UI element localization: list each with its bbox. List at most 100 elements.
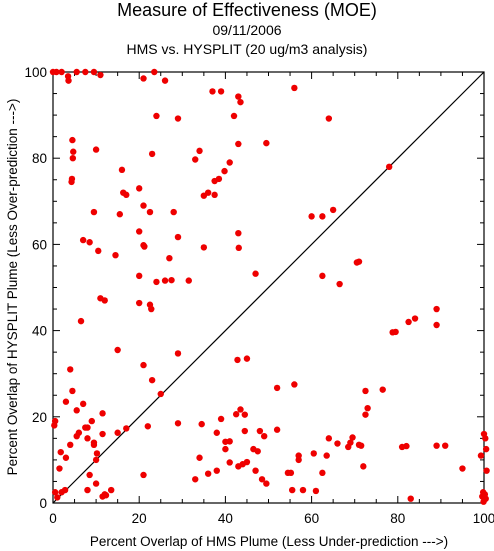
data-point	[355, 258, 363, 265]
data-point	[140, 471, 147, 479]
data-point	[114, 429, 121, 436]
data-point	[69, 387, 76, 395]
data-point	[357, 442, 365, 449]
data-point	[82, 424, 89, 431]
data-point	[230, 112, 238, 120]
x-tick-label: 0	[49, 511, 57, 526]
data-point	[258, 476, 266, 483]
data-point	[319, 272, 326, 280]
data-point	[112, 251, 119, 259]
data-point	[102, 492, 110, 499]
data-point	[347, 439, 354, 446]
data-point	[329, 206, 337, 214]
data-point	[211, 177, 218, 185]
data-point	[67, 366, 74, 373]
data-point	[310, 450, 317, 457]
data-point	[263, 480, 270, 487]
data-point	[61, 486, 69, 494]
data-point	[237, 406, 244, 413]
data-point	[107, 486, 115, 494]
data-point	[483, 467, 490, 474]
data-point	[360, 463, 367, 470]
data-point	[168, 276, 175, 284]
data-point	[123, 191, 130, 199]
data-point	[200, 192, 208, 199]
data-point	[57, 448, 64, 456]
data-point	[198, 420, 205, 428]
data-point	[88, 417, 95, 425]
data-point	[213, 467, 220, 474]
data-point	[151, 68, 158, 76]
data-point	[69, 155, 77, 162]
data-point	[392, 328, 399, 336]
data-point	[403, 442, 410, 450]
data-point	[148, 376, 156, 384]
data-point	[364, 404, 371, 412]
data-point	[226, 159, 233, 166]
x-tick-label: 80	[390, 511, 405, 526]
data-point	[312, 487, 320, 495]
data-point	[161, 277, 169, 284]
data-point	[84, 486, 91, 494]
data-point	[319, 213, 326, 220]
data-point	[86, 239, 93, 246]
data-point	[211, 191, 218, 199]
data-point	[166, 254, 173, 262]
data-point	[73, 68, 80, 76]
data-point	[291, 84, 298, 92]
data-point	[273, 426, 281, 433]
data-point	[209, 88, 216, 95]
data-point	[157, 390, 164, 398]
data-point	[254, 448, 261, 455]
data-point	[222, 445, 229, 453]
data-point	[196, 147, 203, 155]
data-point	[99, 410, 106, 417]
data-point	[79, 400, 87, 408]
data-point	[140, 202, 147, 209]
data-point	[192, 156, 199, 163]
y-tick-label: 80	[32, 151, 47, 166]
data-point	[243, 458, 251, 466]
data-point	[241, 411, 248, 418]
data-point	[204, 470, 212, 477]
data-point	[73, 432, 80, 440]
data-point	[226, 438, 233, 445]
data-point	[67, 441, 74, 449]
data-point	[235, 140, 242, 148]
data-point	[101, 297, 108, 304]
data-point	[243, 355, 251, 362]
x-tick-label: 60	[304, 511, 319, 526]
data-point	[362, 387, 369, 395]
data-point	[289, 486, 296, 494]
data-point	[192, 476, 199, 483]
data-point	[433, 321, 440, 329]
data-point	[226, 459, 233, 466]
data-point	[170, 208, 177, 216]
data-point	[118, 166, 126, 174]
data-point	[90, 208, 98, 216]
data-point	[433, 305, 440, 313]
y-axis-label: Percent Overlap of HYSPLIT Plume (Less O…	[5, 99, 20, 476]
data-point	[146, 208, 154, 216]
data-point	[153, 112, 160, 120]
data-point	[79, 236, 87, 244]
data-point	[325, 435, 333, 442]
data-point	[123, 425, 130, 432]
data-point	[319, 469, 326, 477]
data-point	[65, 77, 72, 84]
plot-frame	[52, 71, 485, 504]
y-tick-label: 40	[32, 324, 47, 339]
data-point	[148, 150, 156, 158]
data-point	[69, 136, 76, 144]
data-point	[459, 465, 466, 472]
data-point	[260, 432, 268, 440]
data-point	[221, 167, 228, 175]
chart-date: 09/11/2006	[212, 22, 282, 38]
data-point	[58, 68, 65, 76]
data-point	[136, 185, 143, 192]
data-point	[116, 211, 124, 218]
data-point	[97, 71, 104, 79]
data-point	[252, 467, 259, 474]
data-point	[92, 480, 100, 487]
